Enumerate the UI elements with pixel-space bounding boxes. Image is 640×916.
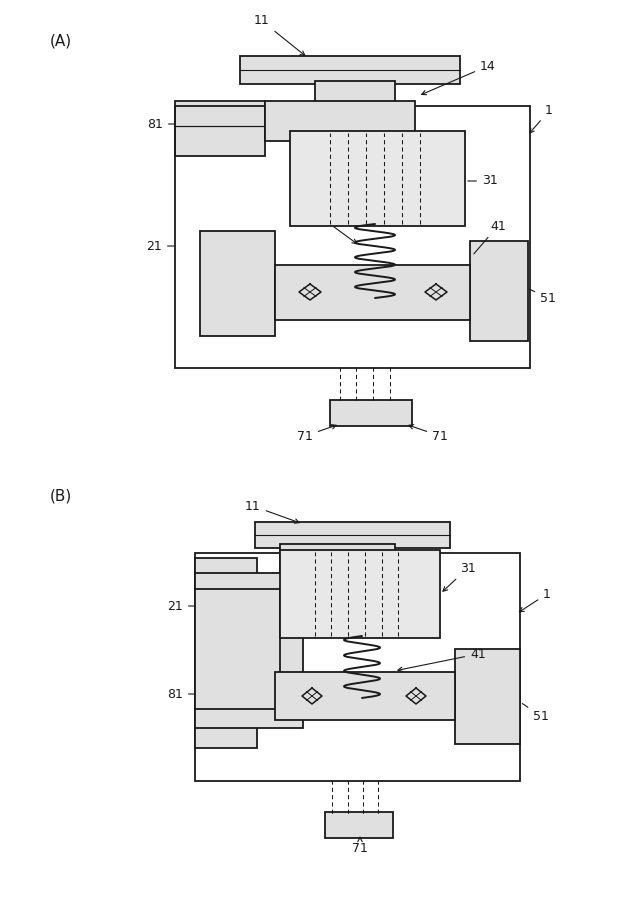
Bar <box>275 672 455 720</box>
Text: 81: 81 <box>147 117 175 130</box>
Bar <box>175 106 530 368</box>
Text: 61: 61 <box>311 210 356 244</box>
Text: 21: 21 <box>167 599 194 613</box>
Bar <box>265 101 415 141</box>
Text: 71: 71 <box>352 837 368 855</box>
Bar <box>175 101 265 156</box>
Bar <box>195 589 280 709</box>
Text: 11: 11 <box>245 499 300 523</box>
Bar <box>240 56 460 84</box>
Text: 81: 81 <box>167 688 194 701</box>
Text: 51: 51 <box>529 289 556 304</box>
Text: 11: 11 <box>254 15 305 56</box>
Text: 41: 41 <box>398 648 486 671</box>
Bar <box>290 131 465 226</box>
Bar <box>315 81 395 111</box>
Bar <box>195 558 257 748</box>
Bar <box>195 553 520 781</box>
Text: 51: 51 <box>522 703 549 723</box>
Bar <box>280 550 440 638</box>
Bar <box>470 241 528 341</box>
Bar <box>330 400 412 426</box>
Text: 1: 1 <box>530 104 553 133</box>
Text: 1: 1 <box>520 587 551 612</box>
Text: (B): (B) <box>50 488 72 504</box>
Text: 71: 71 <box>297 425 336 442</box>
Text: 31: 31 <box>468 175 498 188</box>
Text: (A): (A) <box>50 34 72 49</box>
Bar <box>325 812 393 838</box>
Text: 31: 31 <box>443 562 476 591</box>
Text: 14: 14 <box>422 60 496 94</box>
Bar <box>195 573 303 728</box>
Bar <box>275 265 470 320</box>
Bar <box>455 649 520 744</box>
Bar <box>255 522 450 548</box>
Text: 21: 21 <box>147 239 174 253</box>
Text: 71: 71 <box>409 425 448 442</box>
Bar <box>200 231 275 336</box>
Bar <box>280 544 395 572</box>
Text: 41: 41 <box>474 220 506 254</box>
